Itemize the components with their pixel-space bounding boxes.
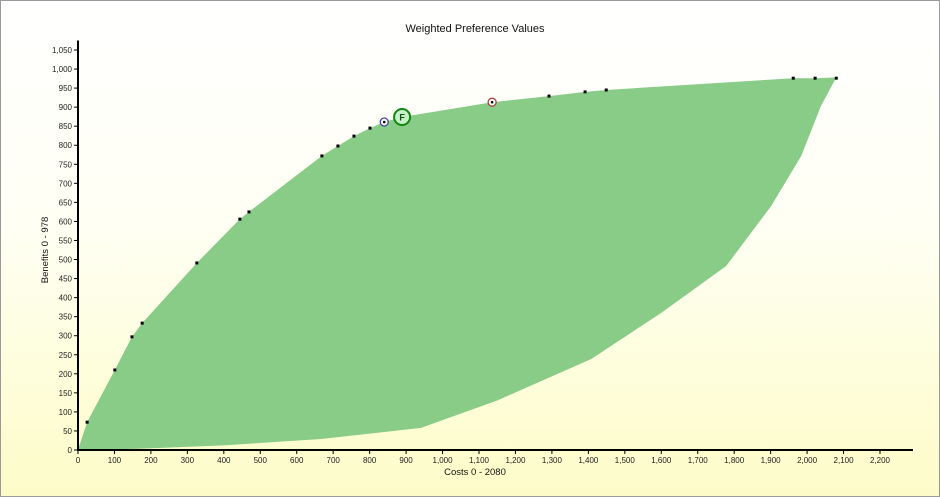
x-axis-label: Costs 0 - 2080 xyxy=(444,467,506,478)
data-point[interactable] xyxy=(113,368,117,372)
data-point[interactable] xyxy=(547,94,551,98)
y-tick-label: 0 xyxy=(68,446,73,455)
data-point[interactable] xyxy=(336,144,340,148)
y-tick-label: 350 xyxy=(59,313,73,322)
x-tick-label: 1,800 xyxy=(724,456,745,465)
y-tick-label: 450 xyxy=(59,275,73,284)
y-tick-label: 800 xyxy=(59,141,73,150)
data-point[interactable] xyxy=(247,210,251,214)
data-point[interactable] xyxy=(791,76,795,80)
y-tick-label: 100 xyxy=(59,408,73,417)
marker-label: F xyxy=(399,113,405,123)
x-tick-label: 1,200 xyxy=(505,456,526,465)
x-tick-label: 300 xyxy=(181,456,195,465)
data-point[interactable] xyxy=(813,76,817,80)
data-point[interactable] xyxy=(368,126,372,130)
y-tick-label: 1,050 xyxy=(52,46,73,55)
x-tick-label: 500 xyxy=(254,456,268,465)
x-tick-label: 600 xyxy=(290,456,304,465)
x-tick-label: 1,500 xyxy=(615,456,636,465)
chart-title: Weighted Preference Values xyxy=(405,23,545,35)
y-tick-label: 1,000 xyxy=(52,65,73,74)
x-tick-label: 1,600 xyxy=(651,456,672,465)
data-point[interactable] xyxy=(352,134,356,138)
x-tick-label: 1,900 xyxy=(761,456,782,465)
y-tick-label: 300 xyxy=(59,332,73,341)
y-tick-label: 400 xyxy=(59,294,73,303)
x-tick-label: 0 xyxy=(76,456,81,465)
data-point[interactable] xyxy=(140,321,144,325)
data-point[interactable] xyxy=(320,154,324,158)
y-tick-label: 900 xyxy=(59,103,73,112)
x-tick-label: 700 xyxy=(327,456,341,465)
data-point[interactable] xyxy=(195,261,199,265)
x-tick-label: 1,400 xyxy=(578,456,599,465)
data-point[interactable] xyxy=(583,90,587,94)
x-tick-label: 2,000 xyxy=(797,456,818,465)
y-tick-label: 550 xyxy=(59,236,73,245)
y-tick-label: 200 xyxy=(59,370,73,379)
x-tick-label: 100 xyxy=(108,456,122,465)
x-tick-label: 200 xyxy=(144,456,158,465)
alternative-marker-dot xyxy=(382,120,386,124)
y-axis-label: Benefits 0 - 978 xyxy=(40,217,51,284)
y-tick-label: 850 xyxy=(59,122,73,131)
data-point[interactable] xyxy=(238,217,242,221)
y-tick-label: 250 xyxy=(59,351,73,360)
x-tick-label: 2,200 xyxy=(870,456,891,465)
selected-alternative-marker[interactable] xyxy=(393,108,412,127)
y-tick-label: 600 xyxy=(59,217,73,226)
feasible-region-area xyxy=(78,77,837,450)
data-point[interactable] xyxy=(604,88,608,92)
y-tick-label: 750 xyxy=(59,160,73,169)
y-tick-label: 950 xyxy=(59,84,73,93)
y-tick-label: 500 xyxy=(59,256,73,265)
x-tick-label: 900 xyxy=(399,456,413,465)
x-tick-label: 2,100 xyxy=(834,456,855,465)
x-tick-label: 400 xyxy=(217,456,231,465)
data-point[interactable] xyxy=(85,420,89,424)
data-point[interactable] xyxy=(834,76,838,80)
y-tick-label: 700 xyxy=(59,179,73,188)
x-tick-label: 1,700 xyxy=(688,456,709,465)
x-tick-label: 800 xyxy=(363,456,377,465)
alternative-marker-dot xyxy=(490,100,494,104)
y-tick-label: 650 xyxy=(59,198,73,207)
data-point[interactable] xyxy=(130,335,134,339)
y-tick-label: 150 xyxy=(59,389,73,398)
x-tick-label: 1,300 xyxy=(542,456,563,465)
x-tick-label: 1,100 xyxy=(469,456,490,465)
x-tick-label: 1,000 xyxy=(433,456,454,465)
y-tick-label: 50 xyxy=(63,427,72,436)
